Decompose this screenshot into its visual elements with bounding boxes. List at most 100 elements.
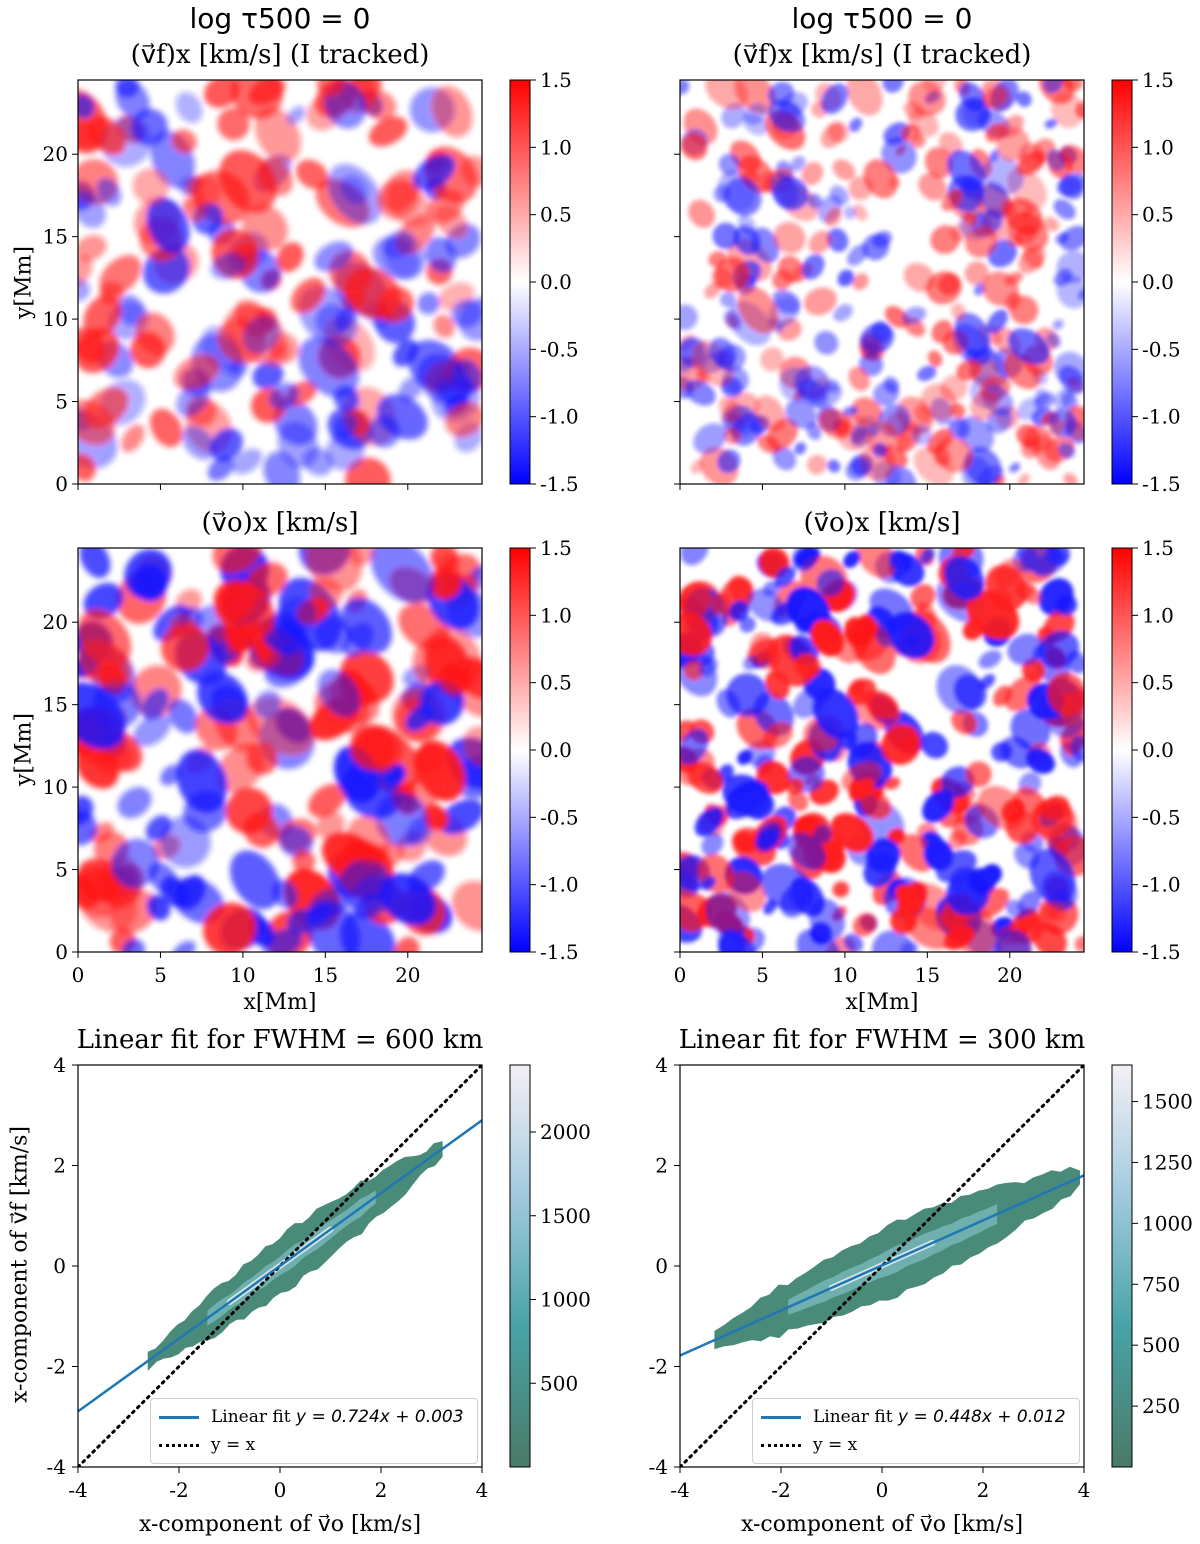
- colorbar-tick-label: 0.5: [540, 671, 572, 695]
- heatmap-negative-patch: [922, 789, 954, 823]
- heatmap-positive-patch: [818, 408, 853, 439]
- heatmap-positive-patch: [451, 881, 482, 932]
- heatmap-negative-patch: [737, 750, 753, 765]
- heatmap-negative-patch: [774, 566, 796, 588]
- colorbar-tick-label: 0.0: [540, 738, 572, 762]
- heatmap-negative-patch: [756, 821, 783, 849]
- heatmap-positive-patch: [680, 892, 712, 932]
- heatmap-negative-patch: [121, 938, 145, 952]
- y-tick-label: 0: [55, 940, 68, 964]
- colorbar-tick-label: 1500: [540, 1204, 591, 1228]
- heatmap-positive-patch: [132, 168, 170, 205]
- heatmap-negative-patch: [207, 456, 234, 481]
- heatmap-positive-patch: [786, 778, 804, 795]
- heatmap-negative-patch: [728, 600, 750, 622]
- heatmap-field: [680, 80, 1084, 484]
- heatmap-positive-patch: [924, 147, 953, 179]
- heatmap-negative-patch: [826, 228, 849, 253]
- colorbar-tick-label: -1.0: [1142, 405, 1181, 429]
- heatmap-positive-patch: [1018, 473, 1030, 484]
- heatmap-positive-patch: [1063, 472, 1078, 484]
- colorbar: [509, 1064, 531, 1468]
- fit-line: [680, 1174, 1084, 1357]
- heatmap-negative-patch: [947, 150, 986, 192]
- heatmap-negative-patch: [277, 421, 319, 469]
- heatmap-frame: [679, 79, 1085, 485]
- heatmap-positive-patch: [964, 261, 989, 286]
- y-tick-label: 0: [53, 1254, 66, 1278]
- heatmap-positive-patch: [965, 761, 992, 788]
- heatmap-positive-patch: [203, 902, 257, 952]
- identity-line: [78, 1065, 482, 1467]
- heatmap-negative-patch: [843, 206, 857, 220]
- heatmap-positive-patch: [723, 427, 741, 445]
- heatmap-negative-patch: [412, 154, 456, 191]
- heatmap-positive-patch: [987, 588, 1013, 615]
- heatmap-negative-patch: [115, 80, 139, 98]
- y-tick-label: 0: [55, 472, 68, 496]
- colorbar-tick-label: -1.5: [1142, 472, 1181, 496]
- y-tick-label: 20: [43, 610, 68, 634]
- heatmap-negative-patch: [298, 336, 360, 398]
- heatmap-positive-patch: [78, 328, 120, 373]
- colorbar-tick-label: -1.5: [540, 940, 579, 964]
- heatmap-positive-patch: [806, 454, 828, 475]
- legend-fit-label: Linear fit: [813, 1407, 893, 1427]
- heatmap-negative-patch: [712, 222, 740, 250]
- heatmap-positive-patch: [368, 116, 408, 147]
- heatmap-positive-patch: [680, 612, 713, 657]
- heatmap-negative-patch: [769, 172, 799, 207]
- heatmap-positive-patch: [952, 548, 975, 561]
- heatmap-positive-patch: [950, 402, 966, 419]
- colorbar-tick-label: 1500: [1142, 1090, 1193, 1114]
- heatmap-positive-patch: [951, 303, 967, 321]
- heatmap-positive-patch: [1016, 150, 1046, 176]
- heatmap-positive-patch: [930, 225, 961, 254]
- y-tick-label: 0: [655, 1254, 668, 1278]
- colorbar-tick-label: -1.5: [1142, 940, 1181, 964]
- heatmap-positive-patch: [914, 404, 932, 424]
- heatmap-positive-patch: [135, 312, 175, 355]
- heatmap-negative-patch: [767, 99, 806, 133]
- scatter-right-xlabel: x-component of v⃗o [km/s]: [740, 1512, 1024, 1537]
- colorbar: [1111, 547, 1133, 953]
- x-tick-label: -4: [670, 1478, 689, 1502]
- colorbar-tick-label: 250: [1142, 1394, 1180, 1418]
- heatmap-1: [680, 80, 1084, 484]
- colorbar-tick-label: 0.5: [1142, 671, 1174, 695]
- heatmap-negative-patch: [172, 941, 196, 952]
- heatmap-negative-patch: [1056, 172, 1084, 196]
- x-tick-label: 2: [977, 1478, 990, 1502]
- x-tick-label: 2: [375, 1478, 388, 1502]
- heatmap-negative-patch: [370, 548, 435, 604]
- legend-identity-swatch: [159, 1443, 199, 1447]
- heatmap-positive-patch: [1004, 272, 1023, 286]
- heatmap-positive-patch: [848, 176, 873, 201]
- heatmap-negative-patch: [833, 304, 853, 322]
- heatmap-positive-patch: [935, 436, 973, 473]
- heatmap-positive-patch: [704, 281, 721, 299]
- heatmap-negative-patch: [1069, 735, 1084, 762]
- heatmap-positive-patch: [903, 101, 925, 120]
- y-tick-label: 4: [655, 1053, 668, 1077]
- heatmap-negative-patch: [862, 233, 890, 261]
- heatmap-positive-patch: [688, 199, 715, 228]
- colorbar-tick-label: -1.5: [540, 472, 579, 496]
- heatmap-positive-patch: [884, 777, 901, 790]
- legend-fit-row: Linear fit y = 0.724x + 0.003: [159, 1403, 469, 1431]
- heatmap-negative-patch: [79, 548, 111, 578]
- x-tick-label: 20: [395, 963, 420, 987]
- heatmap-positive-patch: [257, 158, 293, 196]
- heatmap-positive-patch: [726, 871, 766, 912]
- heatmap-negative-patch: [176, 749, 228, 813]
- heatmap-positive-patch: [431, 85, 473, 138]
- heatmap-negative-patch: [286, 106, 306, 125]
- heatmap-positive-patch: [787, 790, 809, 812]
- heatmap-negative-patch: [964, 447, 1002, 484]
- heatmap-positive-patch: [246, 741, 278, 775]
- heatmap-negative-patch: [124, 548, 172, 599]
- heatmap-negative-patch: [872, 443, 888, 458]
- heatmap-negative-patch: [901, 634, 920, 649]
- heatmap-positive-patch: [848, 366, 870, 392]
